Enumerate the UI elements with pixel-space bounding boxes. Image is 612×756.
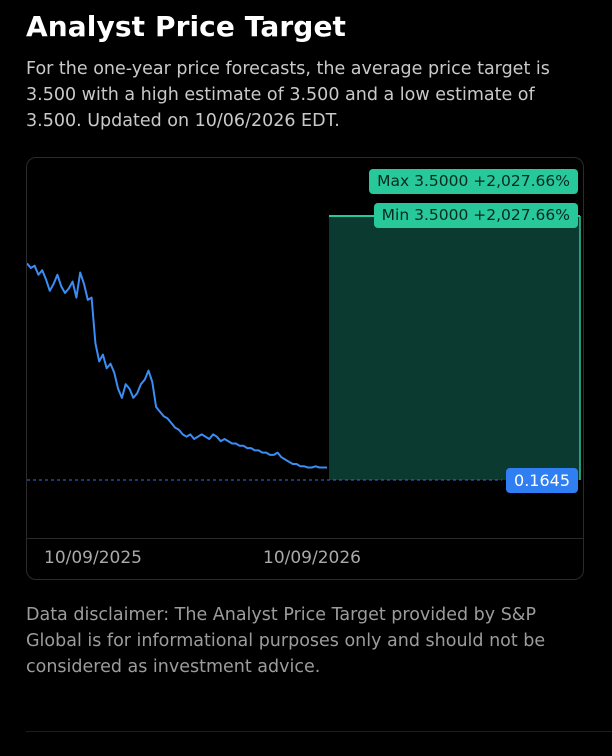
price-history-line: [27, 262, 327, 469]
data-disclaimer: Data disclaimer: The Analyst Price Targe…: [26, 605, 546, 677]
price-target-description: For the one-year price forecasts, the av…: [26, 59, 550, 131]
price-target-chart: [27, 215, 581, 481]
current-price-tag: 0.1645: [506, 468, 578, 493]
target-range-area: [329, 216, 580, 480]
x-axis-divider: [27, 538, 583, 539]
x-tick-label: 10/09/2026: [263, 548, 361, 568]
max-target-tag: Max 3.5000 +2,027.66%: [369, 169, 578, 194]
price-target-chart-card: Max 3.5000 +2,027.66% Min 3.5000 +2,027.…: [26, 157, 584, 580]
min-target-tag: Min 3.5000 +2,027.66%: [373, 203, 578, 228]
bottom-divider: [26, 731, 612, 732]
page-title: Analyst Price Target: [26, 10, 347, 43]
x-tick-label: 10/09/2025: [44, 548, 142, 568]
